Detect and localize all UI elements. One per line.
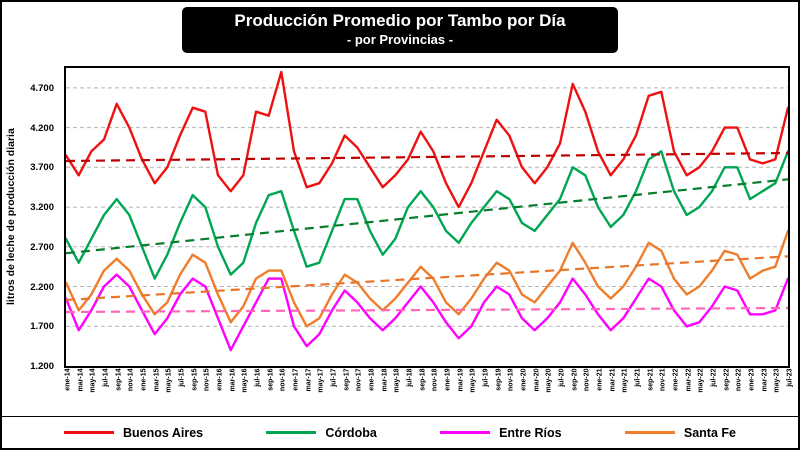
x-tick-label: sep-20: [571, 368, 579, 391]
x-tick-label: jul-15: [178, 368, 186, 387]
x-tick-label: nov-18: [431, 368, 439, 392]
legend-item-entre-rios: Entre Ríos: [440, 426, 562, 440]
x-tick-label: sep-19: [495, 368, 503, 391]
y-tick-label: 4.700: [30, 82, 54, 94]
x-tick-label: may-23: [773, 368, 781, 393]
x-tick-label: mar-14: [77, 368, 85, 392]
legend-line-sample: [624, 431, 675, 434]
x-tick-label: ene-20: [520, 368, 528, 391]
chart-title-box: Producción Promedio por Tambo por Día - …: [182, 7, 618, 53]
x-tick-label: jul-18: [406, 368, 414, 387]
x-tick-label: nov-21: [659, 368, 667, 392]
x-tick-label: nov-22: [735, 368, 743, 392]
x-tick-label: jul-17: [330, 368, 338, 387]
x-tick-label: may-19: [469, 368, 477, 393]
y-axis-tick-labels: 1.200 1.700 2.200 2.700 3.200 3.700 4.200 4.700: [2, 68, 60, 372]
x-tick-label: nov-16: [279, 368, 287, 392]
x-axis-tick-labels: ene-14 mar-14 may-14 jul-14 sep-14 nov-14 ene-…: [64, 368, 794, 418]
x-tick-label: ene-19: [444, 368, 452, 391]
x-tick-label: jul-21: [634, 368, 642, 387]
x-tick-label: may-21: [621, 368, 629, 393]
legend-item-cordoba: Córdoba: [266, 425, 377, 440]
y-tick-label: 2.700: [30, 241, 54, 253]
x-tick-label: nov-17: [355, 368, 363, 392]
x-tick-label: sep-15: [191, 368, 199, 391]
x-tick-label: jul-19: [482, 368, 490, 387]
legend: Buenos Aires Córdoba Entre Ríos Santa Fe: [2, 416, 798, 448]
chart-subtitle: - por Provincias -: [346, 32, 454, 47]
x-tick-label: may-17: [317, 368, 325, 393]
x-tick-label: sep-18: [419, 368, 427, 391]
x-tick-label: jul-14: [102, 368, 110, 387]
x-tick-label: mar-16: [229, 368, 237, 392]
x-tick-label: ene-14: [64, 368, 72, 391]
legend-label: Santa Fe: [683, 425, 736, 440]
x-tick-label: ene-23: [748, 368, 756, 391]
x-tick-label: nov-14: [127, 368, 135, 392]
line-chart: [66, 70, 788, 352]
x-tick-label: may-14: [89, 368, 97, 393]
y-tick-label: 2.200: [30, 281, 54, 293]
chart-title: Producción Promedio por Tambo por Día: [234, 11, 566, 30]
x-tick-label: may-15: [165, 368, 173, 393]
x-tick-label: sep-14: [115, 368, 123, 391]
x-tick-label: ene-18: [368, 368, 376, 391]
x-tick-label: jul-23: [786, 368, 794, 387]
x-tick-label: ene-16: [216, 368, 224, 391]
x-tick-label: sep-22: [723, 368, 731, 391]
y-tick-label: 1.700: [30, 321, 54, 333]
x-tick-label: mar-22: [685, 368, 693, 392]
y-tick-label: 4.200: [30, 122, 54, 134]
legend-line-sample: [64, 431, 114, 434]
legend-label: Entre Ríos: [499, 425, 562, 440]
x-tick-label: ene-17: [292, 368, 300, 391]
x-tick-label: mar-19: [457, 368, 465, 392]
legend-item-buenos-aires: Buenos Aires: [64, 426, 203, 440]
legend-label: Buenos Aires: [123, 425, 204, 440]
legend-item-santa-fe: Santa Fe: [624, 425, 736, 440]
x-tick-label: ene-21: [596, 368, 604, 391]
legend-label: Córdoba: [325, 425, 377, 440]
x-tick-label: sep-16: [267, 368, 275, 391]
plot-area: [64, 66, 790, 368]
x-tick-label: nov-15: [203, 368, 211, 392]
x-tick-label: nov-20: [583, 368, 591, 392]
y-tick-label: 3.700: [30, 162, 54, 174]
x-tick-label: jul-20: [558, 368, 566, 387]
x-tick-label: mar-23: [761, 368, 769, 392]
x-tick-label: mar-17: [305, 368, 313, 392]
x-tick-label: may-18: [393, 368, 401, 393]
x-tick-label: may-22: [697, 368, 705, 393]
x-tick-label: sep-17: [343, 368, 351, 391]
x-tick-label: ene-22: [672, 368, 680, 391]
x-tick-label: mar-18: [381, 368, 389, 392]
x-tick-label: mar-15: [153, 368, 161, 392]
x-tick-label: may-16: [241, 368, 249, 393]
x-tick-label: jul-16: [254, 368, 262, 387]
x-tick-label: nov-19: [507, 368, 515, 392]
legend-line-sample: [266, 431, 317, 434]
x-tick-label: mar-20: [533, 368, 541, 392]
x-tick-label: ene-15: [140, 368, 148, 391]
legend-line-sample: [440, 431, 491, 434]
x-tick-label: jul-22: [710, 368, 718, 387]
x-tick-label: sep-21: [647, 368, 655, 391]
x-tick-label: may-20: [545, 368, 553, 393]
y-tick-label: 3.200: [30, 202, 54, 214]
x-tick-label: mar-21: [609, 368, 617, 392]
y-tick-label: 1.200: [30, 361, 54, 372]
